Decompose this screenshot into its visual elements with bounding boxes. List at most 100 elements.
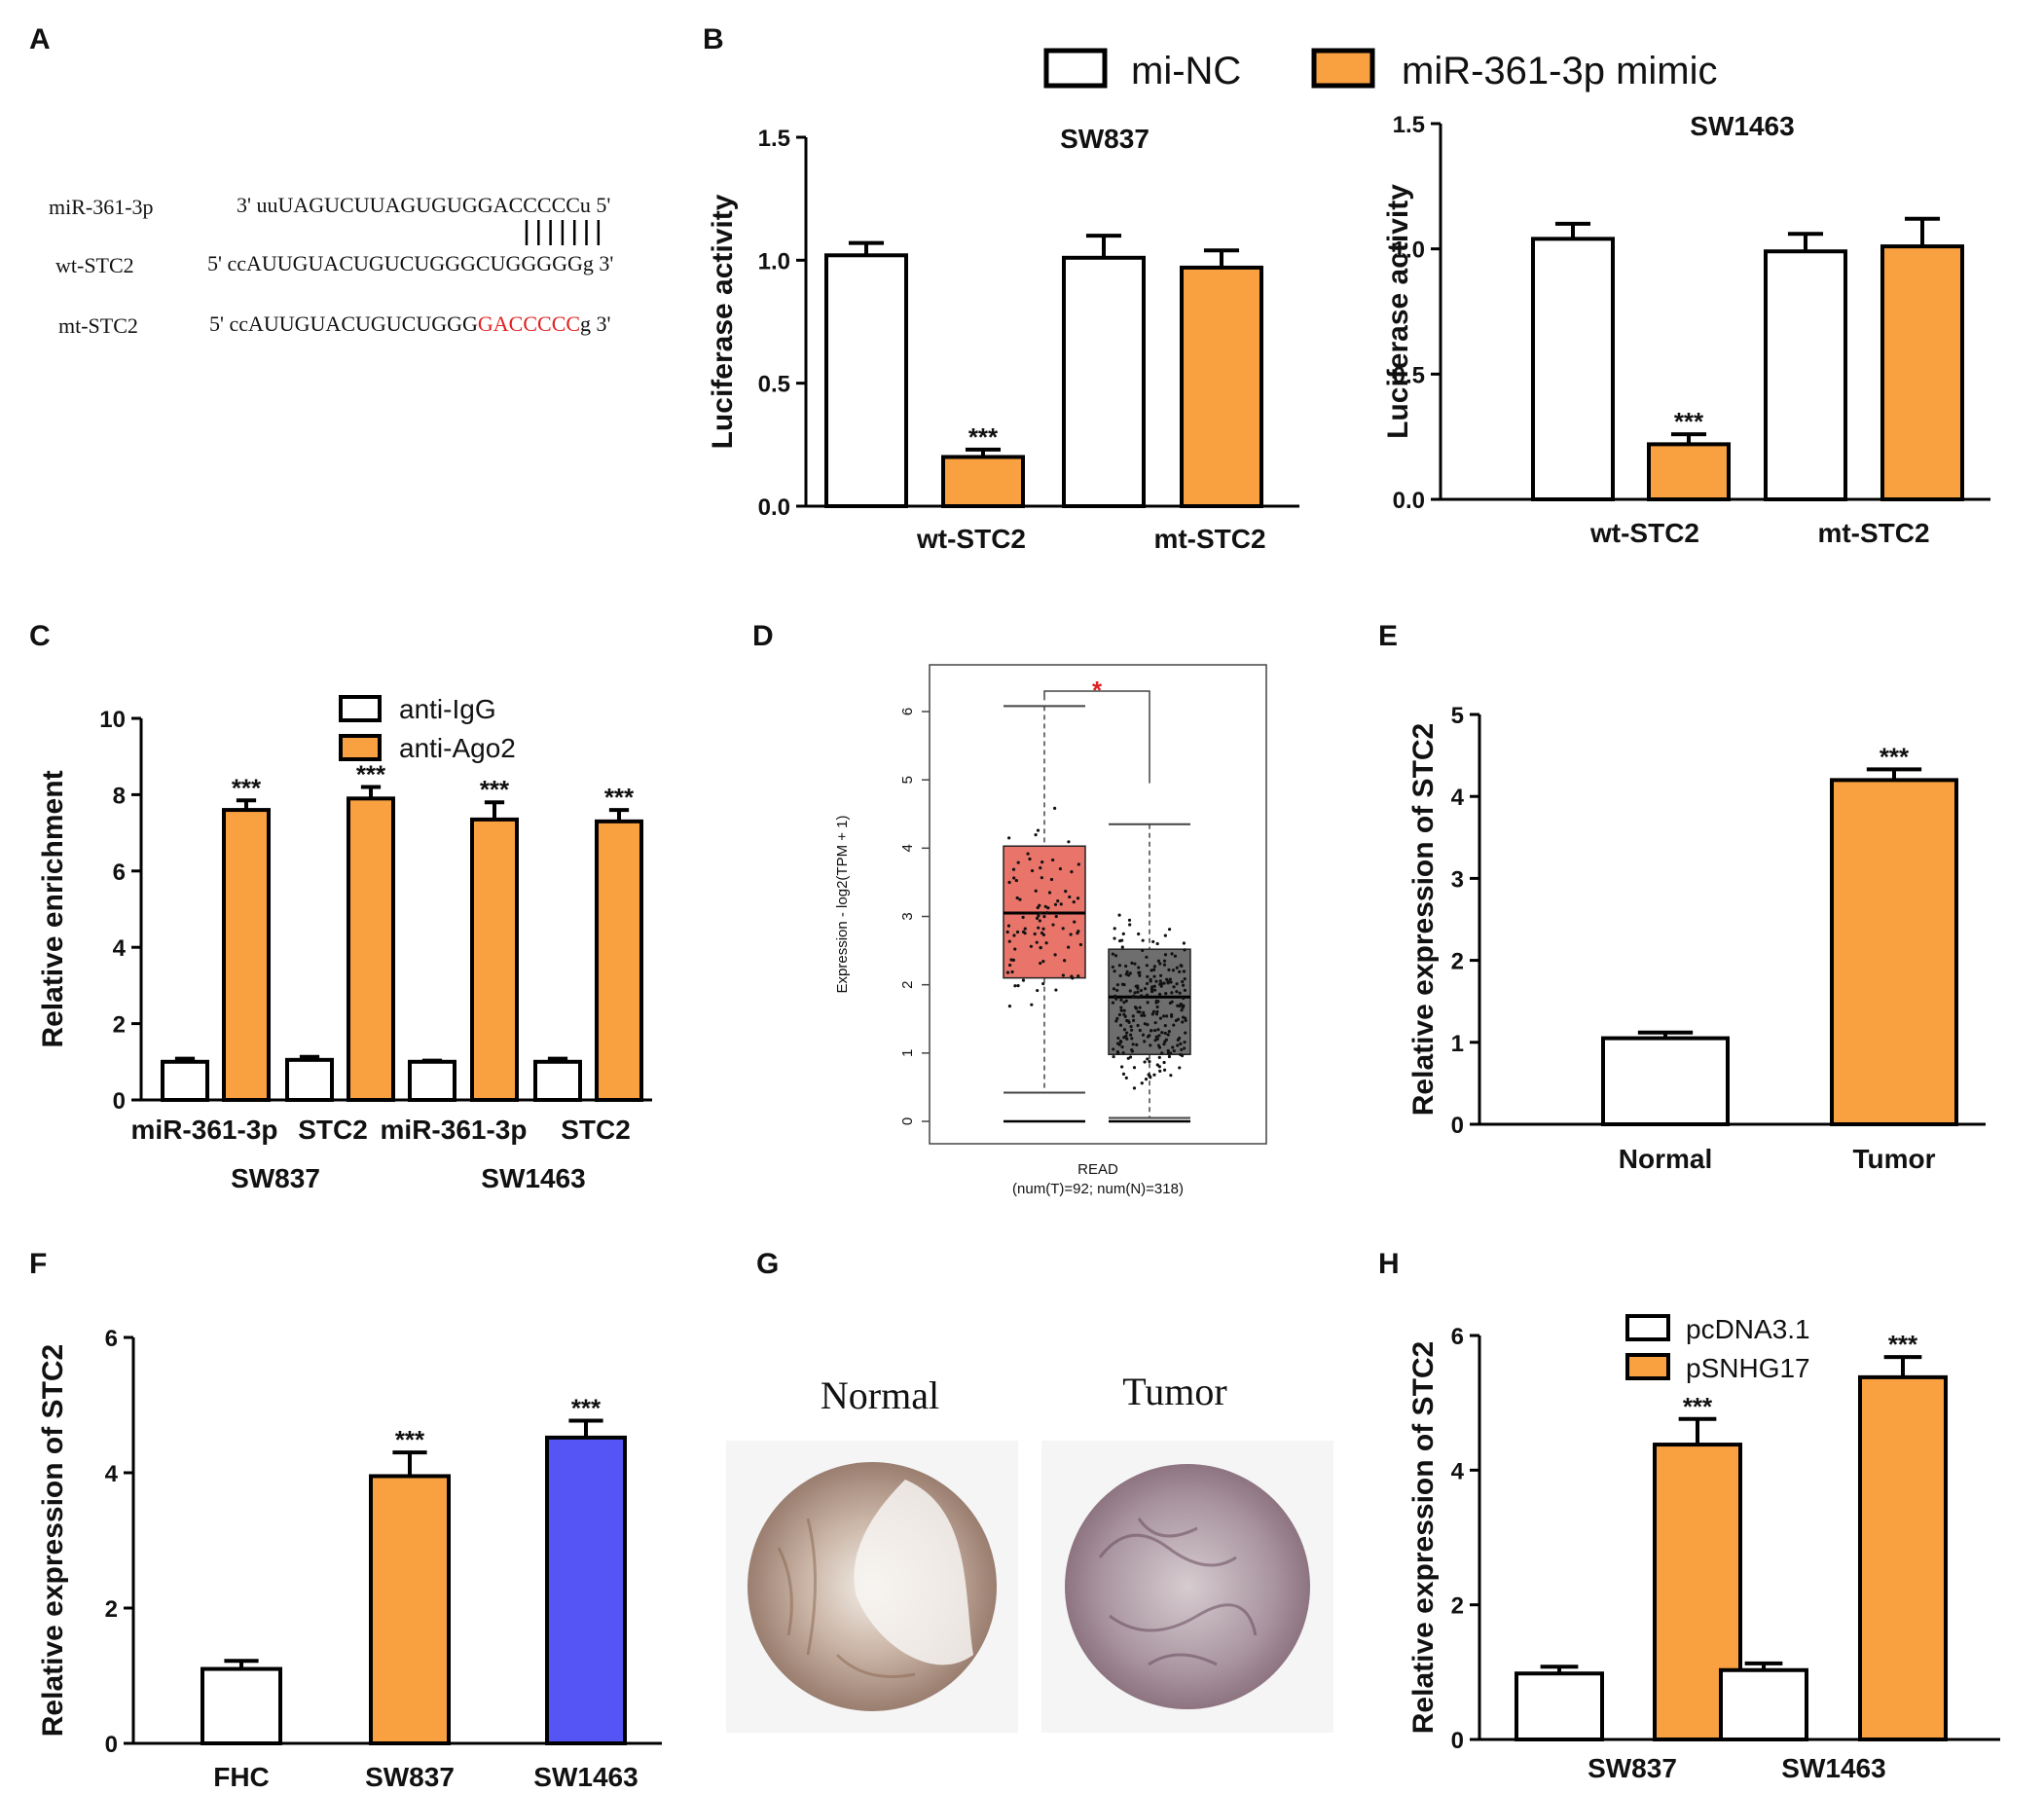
pairing-lines [525,220,601,245]
data-point [1176,1038,1180,1043]
data-point [1030,868,1035,873]
data-point [1035,940,1039,944]
wt-seq: 5' ccAUUGUACUGUCUGGGCUGGGGGg 3' [207,251,613,275]
x-axis-label: READ [1077,1161,1118,1178]
data-point [1172,1023,1176,1027]
y-tick-label: 2 [1451,949,1464,975]
bar-mi-nc [1531,237,1615,502]
data-point [1152,965,1157,969]
data-point [1133,962,1137,966]
data-point [1054,988,1058,992]
data-point [1131,994,1136,998]
data-point [1159,973,1163,977]
data-point [1178,1066,1182,1070]
data-point [1155,1037,1159,1041]
data-point [1128,989,1132,993]
x-category-label: SW1463 [533,1762,638,1792]
data-point [1149,1043,1152,1047]
data-point [1158,1069,1162,1073]
significance-mark: *** [1880,742,1910,771]
data-point [1035,916,1040,920]
data-point [1005,970,1010,974]
data-point [1160,1051,1164,1055]
data-point [1139,994,1144,998]
panel-label-g: G [756,1248,779,1280]
data-point [1122,1001,1126,1005]
y-tick-label: 10 [99,707,126,733]
legend-mi-nc-label: mi-NC [1131,50,1241,92]
y-tick-label: 3 [899,912,916,920]
data-point [1179,964,1183,968]
data-point [1167,928,1172,932]
data-point [1038,903,1041,907]
y-tick-label: 6 [1451,1324,1464,1350]
panel-label-c: C [29,620,51,652]
data-point [1137,970,1141,974]
data-point [1056,899,1060,903]
data-point [1049,877,1054,882]
data-point [1051,923,1055,927]
data-point [1155,1005,1159,1009]
data-point [1181,983,1186,987]
data-point [1006,924,1011,928]
data-point [1145,964,1149,968]
data-point [1059,902,1063,906]
data-point [1041,959,1045,964]
mt-seq-prefix: 5' ccAUUGUACUGUCUGGG [209,311,478,336]
data-point [1015,896,1019,900]
y-axis-label: Relative expression of STC2 [1407,1341,1440,1734]
y-tick-label: 3 [1451,866,1464,893]
data-point [1178,991,1182,995]
data-point [1146,1023,1150,1027]
data-point [1029,944,1033,948]
data-point [1138,1028,1142,1033]
data-point [1146,981,1150,986]
y-axis-label: Relative enrichment [37,770,69,1047]
panel-label-b: B [703,23,724,55]
data-point [1165,977,1169,981]
data-point [1124,964,1128,969]
ihc-normal-lumen [854,1480,973,1665]
chart-d-boxplot: 0 1 2 3 4 5 6 Expression - log2(TPM + 1) * READ (n… [834,664,1267,1197]
data-point [1007,1005,1012,1008]
y-axis-label: Relative expression of STC2 [1407,723,1440,1116]
data-point [1150,969,1153,972]
data-point [1154,979,1158,983]
y-tick-label: 2 [899,980,916,988]
y-tick-label: 1.0 [1393,238,1425,264]
data-point [1045,911,1049,915]
mt-seq-suffix: g 3' [580,311,611,336]
data-point [1122,1028,1127,1032]
y-tick-label: 4 [105,1461,119,1487]
chart-h-stc2-overexpression: 0 2 4 6 Relative expression of STC2 *** SW837 *… [1407,1324,2000,1783]
data-point [1175,966,1179,970]
data-point [1130,961,1134,965]
data-point [1142,1010,1146,1015]
x-axis-subtitle: (num(T)=92; num(N)=318) [1012,1181,1184,1197]
data-point [1113,994,1117,998]
data-point [1136,1009,1140,1014]
data-point [1175,982,1179,986]
y-tick-label: 1.0 [758,248,790,274]
panel-label-a: A [29,23,51,55]
data-point [1144,1077,1149,1081]
data-point [1013,947,1017,951]
data-point [1129,1033,1133,1037]
data-point [1182,1004,1186,1007]
panel-g-ihc: Normal Tumor [726,1370,1333,1733]
data-point [1030,1003,1034,1006]
data-point [1040,876,1043,880]
chart-title: SW1463 [1690,111,1794,141]
bar-anti-igg [285,1057,334,1102]
x-group-label: SW1463 [481,1163,585,1193]
data-point [1023,927,1027,931]
legend-pcdna-label: pcDNA3.1 [1686,1314,1810,1344]
data-point [1012,933,1016,937]
data-point [1073,920,1077,924]
y-tick-label: 8 [113,783,126,809]
data-point [1026,852,1030,856]
data-point [1167,968,1171,971]
data-point [1181,979,1185,984]
bar-anti-igg [408,1059,456,1103]
data-point [1041,981,1045,986]
